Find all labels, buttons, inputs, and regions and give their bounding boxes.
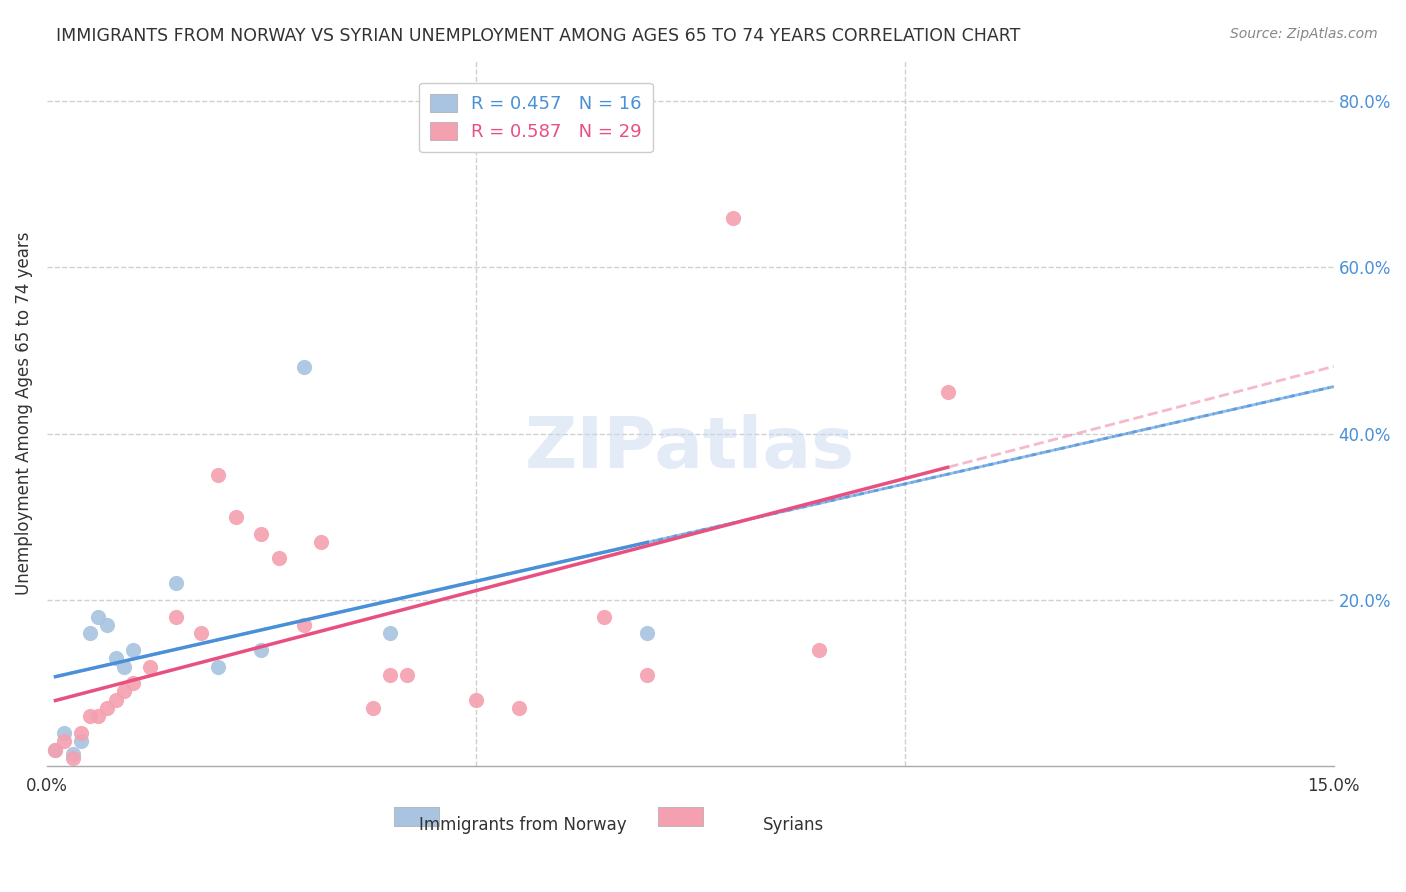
Point bbox=[165, 609, 187, 624]
Point bbox=[225, 509, 247, 524]
Point bbox=[121, 643, 143, 657]
Point bbox=[207, 468, 229, 483]
Point bbox=[593, 609, 616, 624]
Legend: R = 0.457   N = 16, R = 0.587   N = 29: R = 0.457 N = 16, R = 0.587 N = 29 bbox=[419, 83, 652, 153]
Point bbox=[464, 693, 486, 707]
Point bbox=[807, 643, 830, 657]
Point bbox=[508, 701, 530, 715]
Text: ZIPatlas: ZIPatlas bbox=[526, 414, 855, 483]
Point bbox=[44, 742, 66, 756]
Point bbox=[104, 651, 127, 665]
Point bbox=[936, 385, 959, 400]
Point bbox=[311, 534, 333, 549]
Point bbox=[79, 709, 101, 723]
Text: Source: ZipAtlas.com: Source: ZipAtlas.com bbox=[1230, 27, 1378, 41]
Point bbox=[636, 626, 658, 640]
Point bbox=[44, 742, 66, 756]
Point bbox=[250, 526, 273, 541]
Point bbox=[378, 668, 401, 682]
Point bbox=[267, 551, 290, 566]
Point bbox=[292, 360, 315, 375]
Point bbox=[250, 643, 273, 657]
Point bbox=[165, 576, 187, 591]
Point bbox=[112, 659, 135, 673]
Point bbox=[62, 747, 84, 761]
FancyBboxPatch shape bbox=[394, 806, 439, 826]
Point bbox=[396, 668, 419, 682]
Point bbox=[104, 693, 127, 707]
Point bbox=[121, 676, 143, 690]
Point bbox=[87, 709, 110, 723]
Text: Syrians: Syrians bbox=[762, 816, 824, 834]
Point bbox=[53, 734, 76, 748]
Point bbox=[292, 618, 315, 632]
Point bbox=[87, 609, 110, 624]
Point bbox=[139, 659, 162, 673]
Point bbox=[721, 211, 744, 225]
Point bbox=[378, 626, 401, 640]
FancyBboxPatch shape bbox=[658, 806, 703, 826]
Text: Immigrants from Norway: Immigrants from Norway bbox=[419, 816, 627, 834]
Point bbox=[70, 726, 93, 740]
Point bbox=[636, 668, 658, 682]
Y-axis label: Unemployment Among Ages 65 to 74 years: Unemployment Among Ages 65 to 74 years bbox=[15, 231, 32, 595]
Point bbox=[53, 726, 76, 740]
Point bbox=[190, 626, 212, 640]
Point bbox=[96, 701, 118, 715]
Point bbox=[112, 684, 135, 698]
Point bbox=[79, 626, 101, 640]
Point bbox=[207, 659, 229, 673]
Point bbox=[96, 618, 118, 632]
Point bbox=[361, 701, 384, 715]
Point bbox=[62, 751, 84, 765]
Point bbox=[70, 734, 93, 748]
Text: IMMIGRANTS FROM NORWAY VS SYRIAN UNEMPLOYMENT AMONG AGES 65 TO 74 YEARS CORRELAT: IMMIGRANTS FROM NORWAY VS SYRIAN UNEMPLO… bbox=[56, 27, 1021, 45]
